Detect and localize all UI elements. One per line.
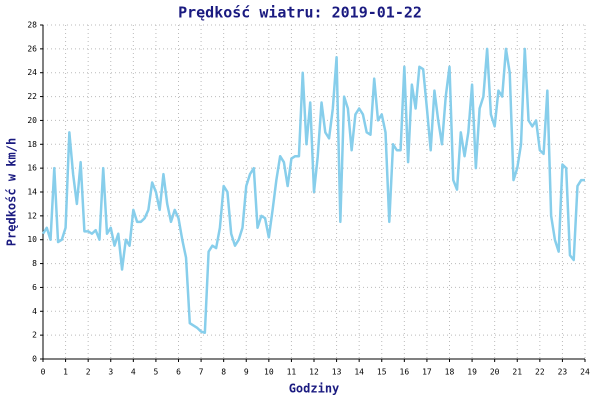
x-tick-label: 4 [131, 368, 136, 377]
x-axis-label: Godziny [289, 382, 340, 396]
y-tick-label: 2 [32, 331, 37, 340]
x-tick-label: 14 [354, 368, 364, 377]
x-tick-label: 15 [377, 368, 387, 377]
y-tick-label: 18 [27, 140, 37, 149]
x-tick-label: 2 [86, 368, 91, 377]
x-tick-label: 9 [244, 368, 249, 377]
x-tick-label: 19 [467, 368, 477, 377]
y-tick-label: 10 [27, 235, 37, 244]
y-tick-label: 24 [27, 68, 37, 77]
y-tick-label: 26 [27, 44, 37, 53]
x-tick-label: 22 [535, 368, 545, 377]
x-tick-label: 1 [63, 368, 68, 377]
x-tick-label: 12 [309, 368, 319, 377]
y-tick-label: 22 [27, 92, 37, 101]
x-tick-label: 20 [490, 368, 500, 377]
x-tick-label: 23 [558, 368, 568, 377]
x-tick-label: 8 [221, 368, 226, 377]
y-tick-label: 8 [32, 259, 37, 268]
y-tick-label: 28 [27, 21, 37, 30]
x-tick-label: 13 [332, 368, 342, 377]
y-axis-label: Prędkość w km/h [5, 138, 19, 246]
x-tick-label: 18 [445, 368, 455, 377]
x-tick-label: 5 [154, 368, 159, 377]
y-tick-label: 6 [32, 283, 37, 292]
x-tick-label: 0 [41, 368, 46, 377]
x-tick-label: 3 [108, 368, 113, 377]
x-tick-label: 16 [400, 368, 410, 377]
x-tick-label: 10 [264, 368, 274, 377]
chart-title: Prędkość wiatru: 2019-01-22 [178, 4, 422, 22]
y-tick-label: 4 [32, 307, 37, 316]
y-tick-label: 12 [27, 211, 37, 220]
y-tick-label: 14 [27, 188, 37, 197]
x-tick-label: 24 [580, 368, 590, 377]
data-line [41, 47, 585, 335]
x-tick-label: 17 [422, 368, 432, 377]
x-tick-label: 6 [176, 368, 181, 377]
y-tick-label: 0 [32, 355, 37, 364]
y-tick-label: 16 [27, 164, 37, 173]
x-tick-label: 11 [287, 368, 297, 377]
y-tick-label: 20 [27, 116, 37, 125]
x-tick-label: 7 [199, 368, 204, 377]
x-tick-label: 21 [512, 368, 522, 377]
